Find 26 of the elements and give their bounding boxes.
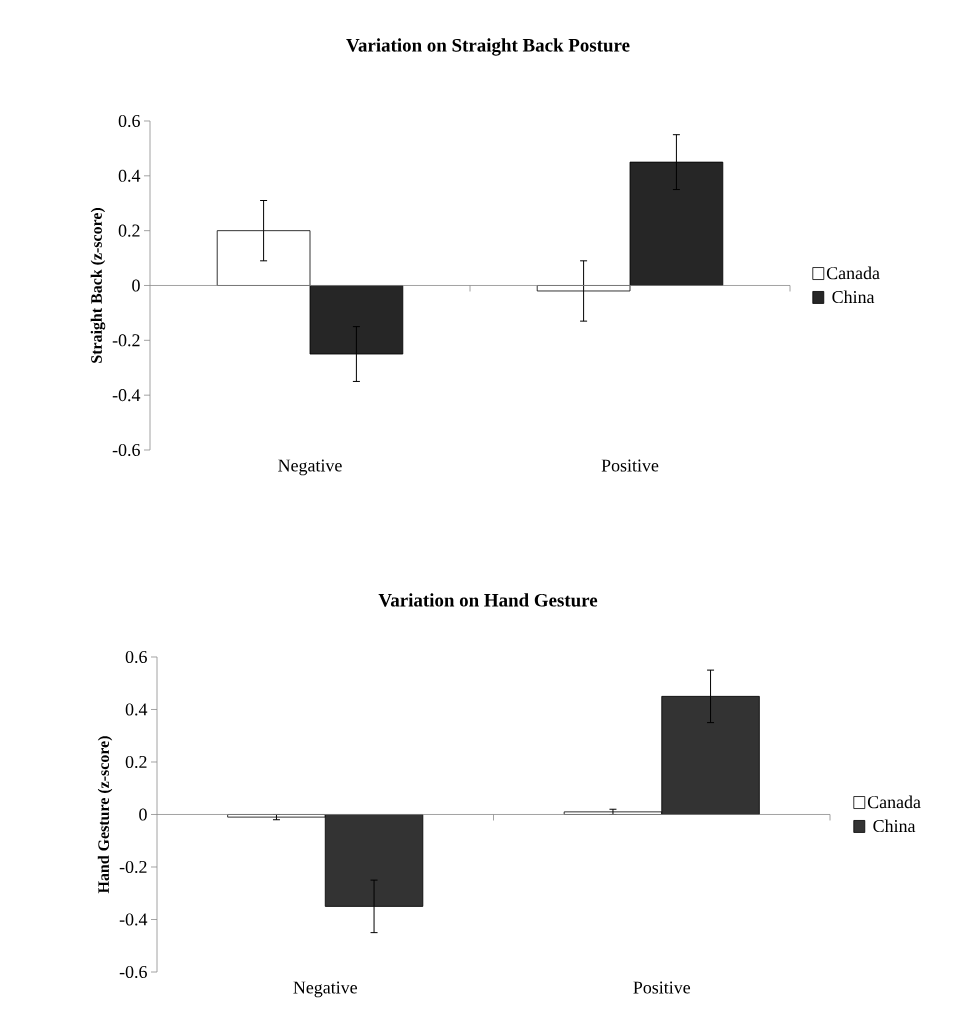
x-tick-label: Negative [293,981,358,998]
x-tick-label: Positive [601,459,659,472]
x-tick-label: Negative [278,459,342,476]
y-tick-label: -0.4 [119,913,148,926]
y-tick-label: -0.6 [119,965,147,979]
chart-title: Variation on Hand Gesture [378,593,598,607]
y-tick-label: 0 [132,279,140,292]
y-tick-label: -0.2 [112,334,140,347]
y-tick-label: -0.6 [112,443,140,457]
y-axis-title: Hand Gesture (z-score) [97,736,113,894]
y-tick-label: 0.2 [118,224,140,237]
legend-label: China [832,290,875,304]
y-tick-label: -0.4 [112,389,141,402]
y-axis-title: Straight Back (z-score) [90,207,106,363]
legend-label: Canada [826,266,880,280]
y-tick-label: 0.6 [125,650,147,664]
x-tick-label: Positive [633,981,691,994]
y-tick-label: -0.2 [119,860,147,874]
y-tick-label: 0.4 [118,169,141,182]
y-tick-label: 0 [139,808,147,821]
y-tick-label: 0.2 [125,755,147,769]
y-tick-label: 0.4 [125,703,148,716]
legend-label: China [873,819,916,833]
legend-label: Canada [867,795,921,809]
y-tick-label: 0.6 [118,114,140,128]
chart-title: Variation on Straight Back Posture [346,38,630,56]
